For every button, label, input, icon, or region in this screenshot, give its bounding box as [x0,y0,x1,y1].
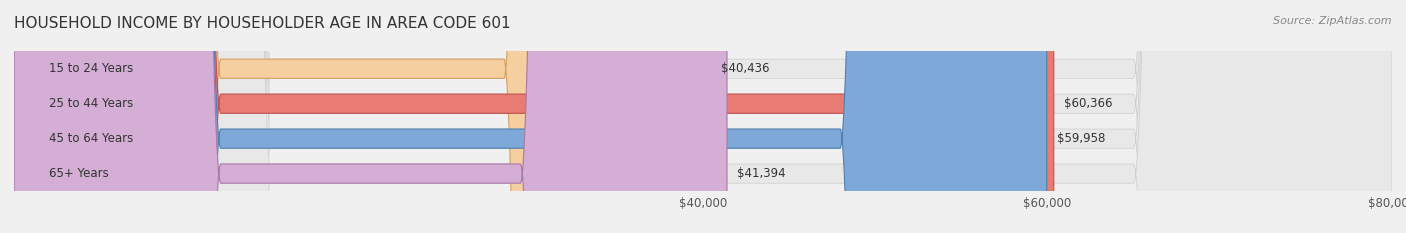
Text: 45 to 64 Years: 45 to 64 Years [48,132,132,145]
Text: $59,958: $59,958 [1057,132,1105,145]
FancyBboxPatch shape [14,0,710,233]
FancyBboxPatch shape [14,0,1392,233]
FancyBboxPatch shape [14,0,1392,233]
Text: $40,436: $40,436 [721,62,769,75]
FancyBboxPatch shape [14,0,1392,233]
FancyBboxPatch shape [14,0,1392,233]
Text: 25 to 44 Years: 25 to 44 Years [48,97,132,110]
Text: 15 to 24 Years: 15 to 24 Years [48,62,132,75]
FancyBboxPatch shape [14,0,727,233]
Text: $60,366: $60,366 [1064,97,1112,110]
Text: HOUSEHOLD INCOME BY HOUSEHOLDER AGE IN AREA CODE 601: HOUSEHOLD INCOME BY HOUSEHOLDER AGE IN A… [14,16,510,31]
Text: $41,394: $41,394 [737,167,786,180]
FancyBboxPatch shape [14,0,1053,233]
FancyBboxPatch shape [14,0,1046,233]
Text: Source: ZipAtlas.com: Source: ZipAtlas.com [1274,16,1392,26]
Text: 65+ Years: 65+ Years [48,167,108,180]
